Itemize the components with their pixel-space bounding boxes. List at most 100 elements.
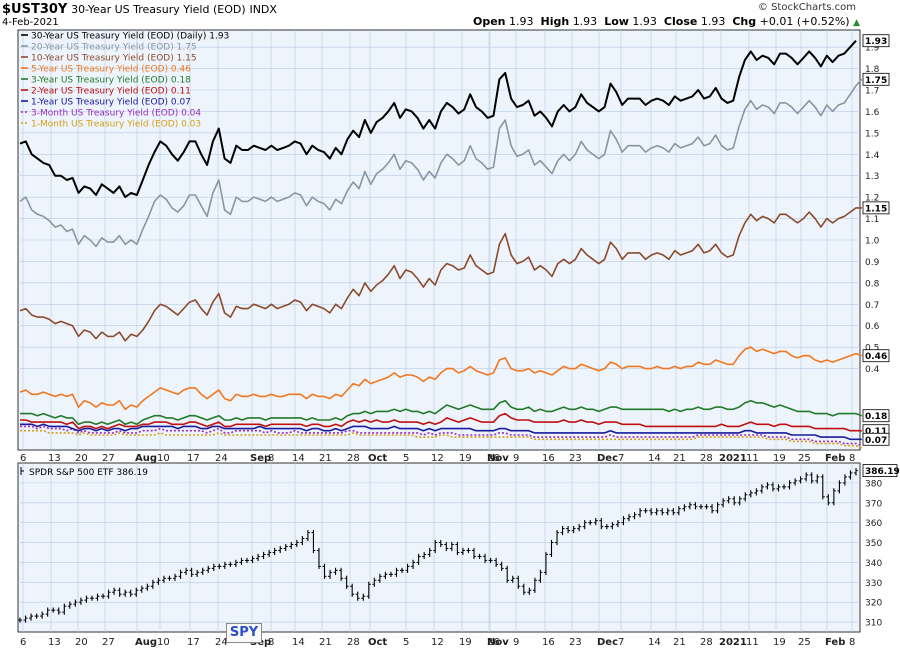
ohlc-readout: Open 1.93 High 1.93 Low 1.93 Close 1.93 … bbox=[473, 15, 860, 28]
last-value-tag bbox=[862, 34, 890, 48]
x-tick-label: 20 bbox=[75, 453, 88, 464]
spy-x-tick-label: 27 bbox=[102, 637, 115, 648]
x-tick-label: 8 bbox=[268, 453, 274, 464]
y-tick-label: 340 bbox=[865, 559, 882, 569]
low-label: Low bbox=[604, 15, 629, 28]
spy-x-tick-label: 19 bbox=[459, 637, 472, 648]
spy-x-tick-label: 2021 bbox=[719, 637, 747, 648]
legend-entry: 2-Year US Treasury Yield (EOD) 0.11 bbox=[31, 87, 191, 97]
x-tick-label: Nov bbox=[487, 453, 509, 464]
symbol: $UST30Y bbox=[2, 2, 68, 17]
x-tick-label: 28 bbox=[347, 453, 360, 464]
spy-x-tick-label: 16 bbox=[542, 637, 555, 648]
y-tick-label: 360 bbox=[865, 519, 882, 529]
spy-x-tick-label: 10 bbox=[157, 637, 170, 648]
legend-entry: 10-Year US Treasury Yield (EOD) 1.15 bbox=[31, 54, 197, 64]
x-tick-label: 16 bbox=[542, 453, 555, 464]
spy-x-tick-label: Oct bbox=[368, 637, 387, 648]
x-tick-label: 8 bbox=[849, 453, 855, 464]
x-tick-label: 13 bbox=[48, 453, 61, 464]
spy-plot-area bbox=[17, 462, 861, 633]
spy-x-tick-label: 12 bbox=[431, 637, 444, 648]
low-value: 1.93 bbox=[632, 15, 657, 28]
legend-entry: 30-Year US Treasury Yield (EOD) (Daily) … bbox=[31, 32, 229, 42]
legend-entry: 20-Year US Treasury Yield (EOD) 1.75 bbox=[31, 43, 197, 53]
x-tick-label: 21 bbox=[673, 453, 686, 464]
y-tick-label: 330 bbox=[865, 579, 882, 589]
y-tick-label: 1.8 bbox=[865, 65, 880, 75]
close-value: 1.93 bbox=[700, 15, 726, 28]
yield-series-line bbox=[20, 412, 862, 432]
y-tick-label: 1.2 bbox=[865, 194, 879, 204]
spy-x-tick-label: 9 bbox=[513, 637, 519, 648]
spy-symbol-button[interactable]: SPY bbox=[226, 623, 262, 643]
x-tick-label: Aug bbox=[135, 453, 157, 464]
x-tick-label: 9 bbox=[513, 453, 519, 464]
spy-x-tick-label: 25 bbox=[798, 637, 811, 648]
last-value-tag bbox=[862, 201, 890, 215]
x-tick-label: 27 bbox=[102, 453, 115, 464]
spy-x-tick-label: 19 bbox=[773, 637, 786, 648]
y-tick-label: 1.6 bbox=[865, 108, 880, 118]
yield-series-line bbox=[20, 425, 863, 447]
chg-value: +0.01 (+0.52%) bbox=[759, 15, 850, 28]
spy-x-tick-label: 8 bbox=[849, 637, 855, 648]
chg-label: Chg bbox=[732, 15, 757, 28]
symbol-name: 30-Year US Treasury Yield (EOD) bbox=[71, 3, 246, 16]
spy-x-tick-label: 17 bbox=[187, 637, 200, 648]
open-label: Open bbox=[472, 15, 506, 28]
y-tick-label: 320 bbox=[865, 599, 882, 609]
y-tick-label: 1.7 bbox=[865, 87, 879, 97]
y-tick-label: 0.5 bbox=[865, 344, 879, 354]
spy-x-tick-label: 24 bbox=[215, 637, 228, 648]
spy-x-tick-label: 21 bbox=[673, 637, 686, 648]
x-tick-label: 6 bbox=[20, 453, 26, 464]
yield-series-line bbox=[19, 207, 862, 342]
y-tick-label: 1.1 bbox=[865, 215, 879, 225]
legend-entry: 5-Year US Treasury Yield (EOD) 0.46 bbox=[31, 65, 191, 75]
high-value: 1.93 bbox=[572, 15, 598, 28]
last-value-tag bbox=[862, 432, 890, 446]
x-tick-label: 14 bbox=[292, 453, 305, 464]
y-tick-label: 0.8 bbox=[865, 279, 880, 289]
y-tick-label: 0.9 bbox=[865, 258, 880, 268]
spy-x-tick-label: 28 bbox=[347, 637, 360, 648]
y-tick-label: 0.6 bbox=[865, 322, 880, 332]
spy-x-tick-label: Nov bbox=[487, 637, 509, 648]
last-value-label: 0.11 bbox=[865, 427, 887, 437]
x-tick-label: 7 bbox=[618, 453, 624, 464]
yield-series-line bbox=[19, 78, 863, 248]
last-value-label: 0.46 bbox=[865, 352, 887, 362]
spy-last-value-label: 386.19 bbox=[865, 467, 900, 477]
exchange: INDX bbox=[249, 3, 277, 16]
y-tick-label: 380 bbox=[865, 479, 882, 489]
legend-entry: 3-Year US Treasury Yield (EOD) 0.18 bbox=[31, 76, 191, 86]
y-tick-label: 370 bbox=[865, 499, 882, 509]
x-tick-label: 11 bbox=[746, 453, 759, 464]
y-tick-label: 1.4 bbox=[865, 151, 880, 161]
x-tick-label: 19 bbox=[459, 453, 472, 464]
spy-x-tick-label: 5 bbox=[403, 637, 409, 648]
x-tick-label: 24 bbox=[215, 453, 228, 464]
x-tick-label: Oct bbox=[368, 453, 387, 464]
chart-date: 4-Feb-2021 bbox=[2, 17, 59, 28]
y-tick-label: 1.5 bbox=[865, 129, 879, 139]
y-tick-label: 1.9 bbox=[865, 44, 880, 54]
last-value-label: 1.75 bbox=[865, 76, 887, 86]
spy-legend-entry: SPDR S&P 500 ETF 386.19 bbox=[29, 468, 148, 478]
up-triangle-icon: ▲ bbox=[853, 18, 860, 28]
y-tick-label: 0.7 bbox=[865, 301, 879, 311]
spy-x-tick-label: 13 bbox=[48, 637, 61, 648]
spy-x-tick-label: 8 bbox=[268, 637, 274, 648]
last-value-label: 0.07 bbox=[865, 436, 887, 446]
y-tick-label: 350 bbox=[865, 539, 882, 549]
x-tick-label: 17 bbox=[187, 453, 200, 464]
x-tick-label: 2021 bbox=[719, 453, 747, 464]
last-value-tag bbox=[862, 409, 890, 423]
x-tick-label: 19 bbox=[773, 453, 786, 464]
spy-x-tick-label: 21 bbox=[319, 637, 332, 648]
x-tick-label: 5 bbox=[403, 453, 409, 464]
spy-x-tick-label: 14 bbox=[648, 637, 661, 648]
x-tick-label: 14 bbox=[648, 453, 661, 464]
